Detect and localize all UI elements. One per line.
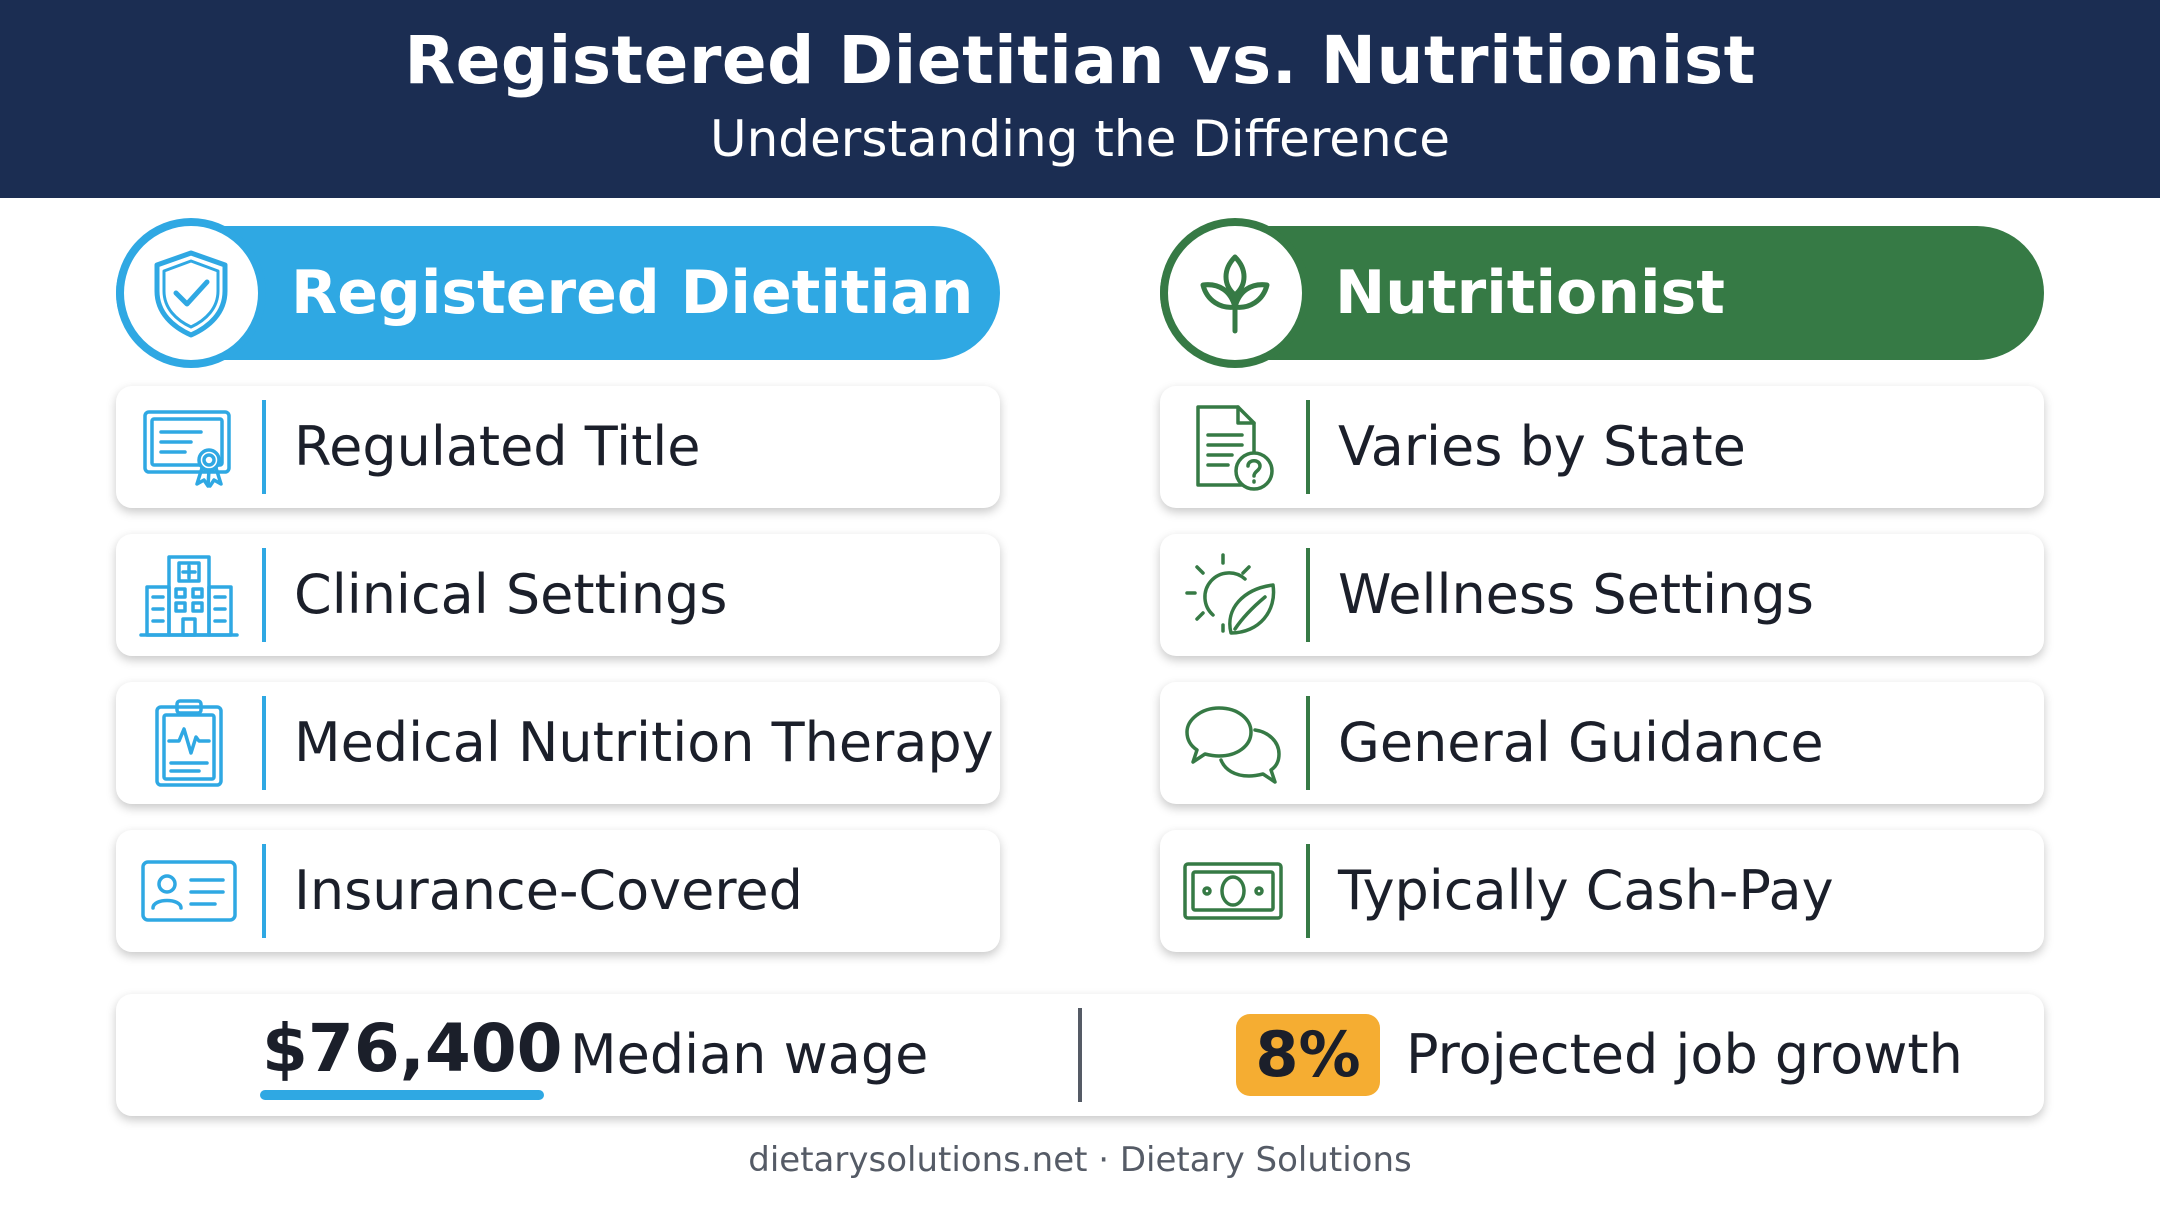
dietitian-heading: Registered Dietitian	[291, 258, 974, 328]
nutritionist-item-typically-cash-pay: Typically Cash-Pay	[1160, 830, 2044, 952]
dietitian-item-insurance-covered: Insurance-Covered	[116, 830, 1000, 952]
item-label: General Guidance	[1338, 711, 1824, 774]
job-growth-label: Projected job growth	[1406, 1023, 1963, 1086]
document-question-icon	[1178, 400, 1288, 494]
nutritionist-item-varies-by-state: Varies by State	[1160, 386, 2044, 508]
dietitian-item-regulated-title: Regulated Title	[116, 386, 1000, 508]
item-label: Wellness Settings	[1338, 563, 1814, 626]
page-subtitle: Understanding the Difference	[710, 110, 1450, 168]
item-label: Typically Cash-Pay	[1338, 859, 1834, 922]
item-label: Clinical Settings	[294, 563, 728, 626]
footer-credit: dietarysolutions.net · Dietary Solutions	[748, 1140, 1412, 1180]
item-label: Medical Nutrition Therapy	[294, 711, 994, 774]
header-banner: Registered Dietitian vs. Nutritionist Un…	[0, 0, 2160, 198]
certificate-icon	[134, 400, 244, 494]
nutritionist-heading-pill: Nutritionist	[1160, 218, 2044, 368]
stats-divider	[1078, 1008, 1082, 1102]
shield-check-icon	[116, 218, 266, 368]
sprout-icon	[1160, 218, 1310, 368]
dietitian-column: Registered Dietitian Regulated Title	[116, 218, 1000, 952]
sun-leaf-icon	[1178, 548, 1288, 642]
wage-underline	[260, 1090, 544, 1100]
item-label: Insurance-Covered	[294, 859, 803, 922]
hospital-icon	[134, 548, 244, 642]
cash-icon	[1178, 844, 1288, 938]
dietitian-item-clinical-settings: Clinical Settings	[116, 534, 1000, 656]
item-label: Regulated Title	[294, 415, 701, 478]
clipboard-heartbeat-icon	[134, 696, 244, 790]
item-label: Varies by State	[1338, 415, 1746, 478]
chat-bubbles-icon	[1178, 696, 1288, 790]
page-title: Registered Dietitian vs. Nutritionist	[404, 22, 1756, 99]
nutritionist-heading: Nutritionist	[1335, 258, 1725, 328]
nutritionist-item-general-guidance: General Guidance	[1160, 682, 2044, 804]
nutritionist-column: Nutritionist Varies by State	[1160, 218, 2044, 952]
stats-bar: $76,400 Median wage 8% Projected job gro…	[116, 994, 2044, 1116]
id-card-icon	[134, 844, 244, 938]
job-growth-value: 8%	[1236, 1014, 1380, 1096]
median-wage-label: Median wage	[570, 1023, 929, 1086]
dietitian-heading-pill: Registered Dietitian	[116, 218, 1000, 368]
dietitian-item-medical-nutrition-therapy: Medical Nutrition Therapy	[116, 682, 1000, 804]
nutritionist-item-wellness-settings: Wellness Settings	[1160, 534, 2044, 656]
median-wage-value: $76,400	[262, 1010, 563, 1087]
